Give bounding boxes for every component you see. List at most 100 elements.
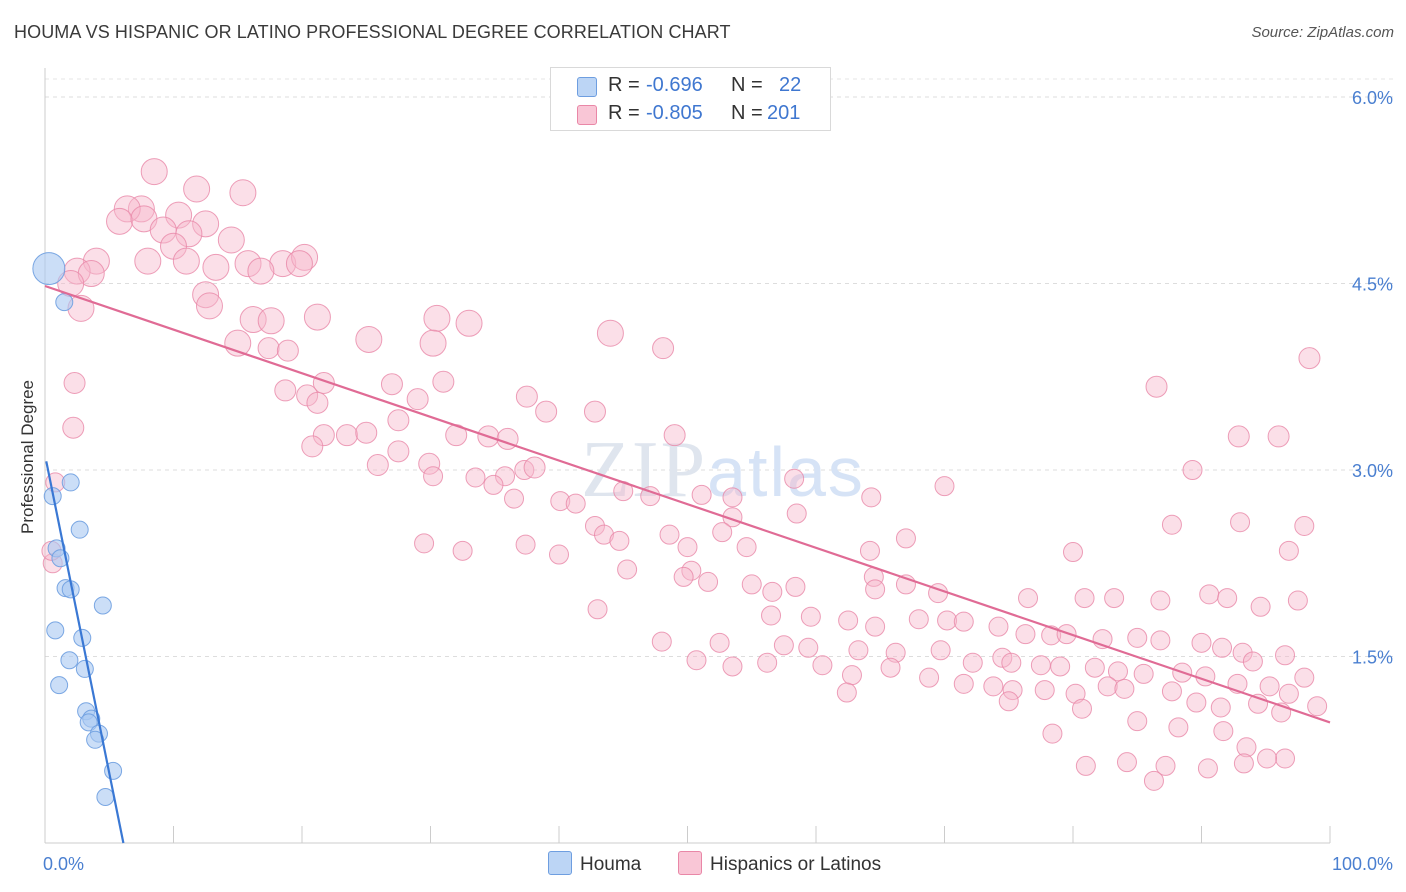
series-hispanics-points xyxy=(41,158,1328,791)
hispanics-point xyxy=(565,493,586,514)
hispanics-point xyxy=(934,476,955,497)
houma-point xyxy=(93,596,112,615)
hispanics-point xyxy=(686,650,707,671)
hispanics-point xyxy=(77,260,105,288)
hispanics-point xyxy=(195,292,223,320)
hispanics-point xyxy=(757,652,778,673)
bottom-legend-swatch-houma xyxy=(548,851,572,875)
hispanics-trend-line xyxy=(44,284,1331,724)
hispanics-point xyxy=(306,391,329,414)
legend-n-value: 22 xyxy=(779,74,802,96)
hispanics-point xyxy=(786,503,807,524)
houma-trend-line xyxy=(45,461,125,844)
hispanics-point xyxy=(1050,656,1071,677)
hispanics-point xyxy=(587,599,608,620)
hispanics-point xyxy=(1168,717,1189,738)
hispanics-point xyxy=(549,544,569,565)
hispanics-point xyxy=(406,388,429,411)
hispanics-point xyxy=(285,250,313,278)
hispanics-point xyxy=(1075,755,1096,776)
hispanics-point xyxy=(908,609,929,630)
hispanics-point xyxy=(1150,590,1171,611)
hispanics-point xyxy=(1259,676,1280,697)
hispanics-point xyxy=(202,253,230,281)
hispanics-point xyxy=(535,400,558,423)
hispanics-point xyxy=(276,339,299,362)
hispanics-point xyxy=(1104,588,1125,609)
hispanics-point xyxy=(1074,588,1095,609)
houma-point xyxy=(60,651,79,670)
hispanics-point xyxy=(269,250,297,278)
hispanics-point xyxy=(880,657,901,678)
hispanics-point xyxy=(741,574,762,595)
legend-row-hispanics: R = -0.805 N = 201 xyxy=(551,100,830,130)
legend: R = -0.696 N = 22 R = -0.805 N = 201 xyxy=(550,67,831,131)
hispanics-point xyxy=(419,329,447,357)
hispanics-point xyxy=(691,484,712,505)
hispanics-point xyxy=(812,655,833,676)
series-houma-points xyxy=(32,252,123,806)
hispanics-point xyxy=(709,632,730,653)
hispanics-point xyxy=(785,576,806,597)
hispanics-point xyxy=(1107,661,1128,682)
hispanics-point xyxy=(1042,723,1063,744)
hispanics-point xyxy=(1191,632,1212,653)
houma-point xyxy=(55,293,74,312)
hispanics-point xyxy=(640,486,661,507)
hispanics-point xyxy=(455,309,483,337)
hispanics-point xyxy=(387,440,410,463)
hispanics-point xyxy=(172,247,200,275)
hispanics-point xyxy=(550,491,571,512)
houma-point xyxy=(61,473,80,492)
hispanics-point xyxy=(859,540,880,561)
hispanics-point xyxy=(127,195,155,223)
hispanics-point xyxy=(583,400,606,423)
hispanics-point xyxy=(1227,425,1250,448)
hispanics-point xyxy=(937,610,958,631)
hispanics-point xyxy=(301,435,324,458)
houma-point xyxy=(50,676,69,695)
hispanics-point xyxy=(414,533,435,554)
houma-point xyxy=(96,787,115,806)
hispanics-point xyxy=(1210,697,1231,718)
hispanics-point xyxy=(1065,683,1086,704)
hispanics-point xyxy=(998,691,1019,712)
hispanics-point xyxy=(659,524,680,545)
hispanics-point xyxy=(1161,681,1182,702)
hispanics-point xyxy=(1127,627,1148,648)
houma-point xyxy=(75,659,94,678)
hispanics-point xyxy=(1250,596,1271,617)
hispanics-point xyxy=(418,452,441,475)
hispanics-point xyxy=(677,537,698,558)
hispanics-point xyxy=(113,195,141,223)
hispanics-point xyxy=(1233,753,1254,774)
hispanics-point xyxy=(1278,683,1299,704)
hispanics-point xyxy=(865,579,886,600)
hispanics-point xyxy=(798,637,819,658)
hispanics-point xyxy=(1212,637,1233,658)
hispanics-point xyxy=(1242,651,1263,672)
hispanics-point xyxy=(1030,655,1051,676)
watermark-zip: ZIP xyxy=(581,426,707,514)
hispanics-point xyxy=(1056,624,1077,645)
hispanics-point xyxy=(1186,692,1207,713)
hispanics-point xyxy=(1041,625,1062,646)
hispanics-point xyxy=(848,640,869,661)
hispanics-point xyxy=(722,656,743,677)
hispanics-point xyxy=(192,281,220,309)
hispanics-point xyxy=(953,673,974,694)
hispanics-point xyxy=(885,642,906,663)
watermark-atlas: atlas xyxy=(707,433,865,511)
hispanics-point xyxy=(992,647,1013,668)
x-tick-label: 100.0% xyxy=(1332,854,1393,874)
y-tick-label: 1.5% xyxy=(1352,648,1393,668)
hispanics-point xyxy=(229,179,257,207)
hispanics-point xyxy=(1182,460,1203,480)
hispanics-point xyxy=(836,682,857,703)
hispanics-point xyxy=(953,611,974,632)
hispanics-point xyxy=(1278,540,1299,561)
hispanics-point xyxy=(432,370,455,393)
source-label: Source: ZipAtlas.com xyxy=(1251,24,1394,41)
hispanics-point xyxy=(63,371,86,394)
hispanics-point xyxy=(761,605,782,626)
